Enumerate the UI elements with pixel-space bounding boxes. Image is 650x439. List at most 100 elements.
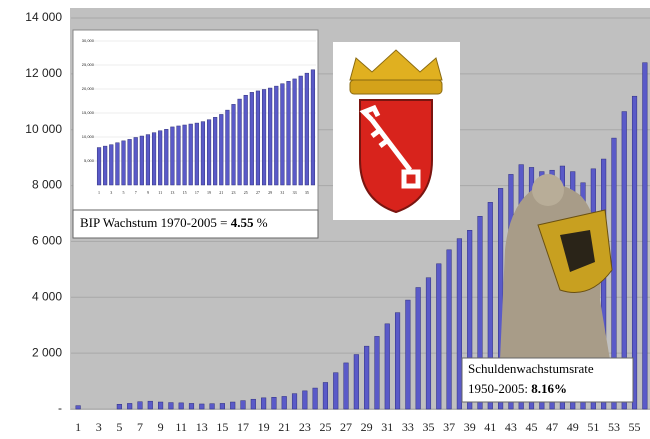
x-tick-label: 21 [278, 420, 290, 434]
x-tick-label: 25 [319, 420, 331, 434]
note-period: 1950-2005: [468, 381, 531, 396]
bar [375, 336, 380, 409]
bar [354, 355, 359, 409]
coat-of-arms [333, 42, 460, 220]
caption-unit: % [253, 215, 267, 230]
bar [220, 403, 225, 409]
y-tick-label: 10,000 [82, 134, 95, 139]
x-tick-label: 17 [237, 420, 249, 434]
bar [232, 104, 236, 185]
bar [164, 129, 168, 185]
y-tick-label: 20,000 [82, 86, 95, 91]
bar [250, 92, 254, 185]
bar [305, 73, 309, 185]
bar [251, 399, 256, 409]
bar [385, 324, 390, 409]
x-tick-label: 51 [587, 420, 599, 434]
bar [238, 99, 242, 185]
y-tick-label: 5,000 [84, 158, 95, 163]
x-tick-label: 27 [340, 420, 352, 434]
bar [158, 402, 163, 409]
bar [313, 388, 318, 409]
x-tick-label: 41 [484, 420, 496, 434]
y-tick-label: 25,000 [82, 62, 95, 67]
bar [171, 127, 175, 185]
x-tick-label: 13 [170, 190, 174, 195]
caption-lead: BIP Wachstum 1970-2005 = [80, 215, 231, 230]
bar [207, 120, 211, 185]
x-tick-label: 45 [526, 420, 538, 434]
bar [213, 117, 217, 185]
note-line2: 1950-2005: 8.16% [468, 381, 567, 396]
page: -2 0004 0006 0008 00010 00012 00014 0001… [0, 0, 650, 439]
x-tick-label: 7 [135, 190, 137, 195]
bar [219, 114, 223, 185]
y-tick-label: 12 000 [25, 66, 62, 80]
x-tick-label: 9 [147, 190, 149, 195]
bar [293, 79, 297, 185]
bar [274, 86, 278, 185]
x-tick-label: 11 [175, 420, 187, 434]
x-tick-label: 19 [258, 420, 270, 434]
y-tick-label: 10 000 [25, 122, 62, 136]
bar [230, 402, 235, 409]
bar [268, 88, 272, 185]
bar [128, 139, 132, 185]
bar [395, 313, 400, 409]
x-tick-label: 5 [123, 190, 125, 195]
bar [287, 81, 291, 185]
x-tick-label: 21 [219, 190, 223, 195]
x-tick-label: 37 [443, 420, 455, 434]
bar [201, 122, 205, 185]
bar [323, 382, 328, 409]
x-tick-label: 35 [305, 190, 309, 195]
bar [406, 300, 411, 409]
bar [447, 250, 452, 409]
bar [177, 126, 181, 185]
inset-caption: BIP Wachstum 1970-2005 = 4.55 % [80, 215, 268, 230]
x-tick-label: 25 [244, 190, 248, 195]
y-tick-label: 30,000 [82, 38, 95, 43]
bar [158, 131, 162, 185]
x-tick-label: 27 [256, 190, 260, 195]
x-tick-label: 47 [546, 420, 558, 434]
bar [299, 76, 303, 185]
x-tick-label: 39 [464, 420, 476, 434]
bar [189, 403, 194, 409]
bar [333, 373, 338, 409]
bar [127, 403, 132, 409]
x-tick-label: 31 [381, 420, 393, 434]
bar [457, 239, 462, 409]
x-tick-label: 55 [629, 420, 641, 434]
bar [109, 145, 113, 185]
bar [169, 403, 174, 409]
bar [152, 133, 156, 185]
bar [117, 404, 122, 409]
x-tick-label: 7 [137, 420, 143, 434]
bar [282, 396, 287, 409]
bar [146, 135, 150, 185]
x-tick-label: 3 [110, 190, 112, 195]
x-tick-label: 15 [216, 420, 228, 434]
bar [344, 363, 349, 409]
x-tick-label: 29 [361, 420, 373, 434]
x-tick-label: 17 [195, 190, 199, 195]
y-tick-label: 4 000 [32, 289, 62, 303]
bar [226, 110, 230, 185]
x-tick-label: 43 [505, 420, 517, 434]
bar [364, 346, 369, 409]
x-tick-label: 31 [280, 190, 284, 195]
x-tick-label: 29 [268, 190, 272, 195]
bar [244, 95, 248, 185]
bar [241, 401, 246, 409]
x-tick-label: 23 [232, 190, 236, 195]
x-tick-label: 13 [196, 420, 208, 434]
bar [138, 402, 143, 409]
x-tick-label: 5 [116, 420, 122, 434]
bar [303, 391, 308, 409]
y-tick-label: - [58, 401, 62, 415]
bar [179, 403, 184, 409]
bar [416, 288, 421, 409]
bar [292, 394, 297, 409]
chart: -2 0004 0006 0008 00010 00012 00014 0001… [0, 0, 650, 439]
